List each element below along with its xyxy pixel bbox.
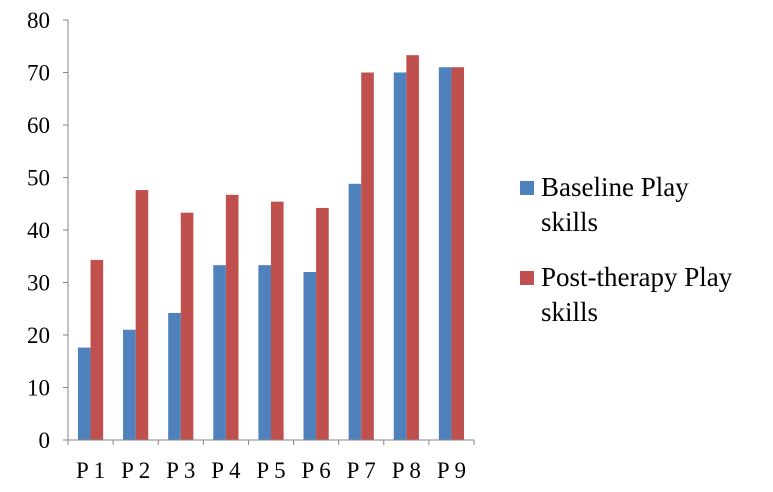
bar-post-therapy-p1 [90,259,104,440]
x-tick-label: P 5 [256,458,285,483]
bar-baseline-p1 [77,347,91,440]
bar-post-therapy-p8 [406,55,419,441]
legend-swatch-post-therapy [520,271,534,285]
bar-post-therapy-p4 [225,194,239,440]
x-tick-label: P 1 [76,458,105,483]
bar-post-therapy-p6 [316,207,329,440]
y-tick-label: 50 [27,166,50,191]
legend-label-post-therapy: Post-therapy Play skills [541,262,733,327]
bar-baseline-p5 [258,265,271,440]
legend-label-baseline: Baseline Play skills [541,172,689,237]
bar-post-therapy-p5 [271,201,284,440]
bar-post-therapy-p7 [361,72,374,440]
bar-post-therapy-p2 [135,190,149,440]
legend-swatch-baseline [520,181,534,195]
y-tick-label: 20 [27,323,50,348]
x-tick-label: P 2 [121,458,150,483]
bar-baseline-p8 [393,72,407,440]
legend: Baseline Play skills Post-therapy Play skil… [520,172,733,327]
x-tick-label: P 4 [211,458,241,483]
bar-baseline-p6 [303,272,317,440]
y-tick-label: 30 [27,271,50,296]
x-tick-label: P 6 [302,458,331,483]
x-tick-label: P 3 [166,458,195,483]
bar-baseline-p9 [438,67,452,440]
x-tick-label: P 8 [392,458,421,483]
bar-baseline-p4 [213,265,226,440]
bar-baseline-p2 [123,329,136,440]
y-tick-label: 10 [27,376,50,401]
legend-label-line: skills [541,297,598,327]
axes [67,20,475,445]
bar-baseline-p7 [348,183,362,441]
y-tick-label: 70 [27,61,50,86]
y-tick-label: 40 [27,218,50,243]
x-tick-label: P 7 [347,458,376,483]
bar-post-therapy-p3 [180,212,194,440]
legend-label-line: Baseline Play [541,172,689,202]
y-tick-label: 60 [27,113,50,138]
y-tick-label: 0 [39,428,51,453]
x-tick-label: P 9 [437,458,466,483]
y-axis-ticks: 0 10 20 30 40 50 60 70 80 [27,8,68,453]
legend-label-line: skills [541,207,598,237]
y-tick-label: 80 [27,8,50,33]
bar-post-therapy-p9 [451,67,465,440]
x-axis-ticks: P 1 P 2 P 3 P 4 P 5 P 6 P 7 P 8 P 9 [76,458,466,483]
bars [77,55,465,441]
legend-label-line: Post-therapy Play [541,262,733,292]
bar-baseline-p3 [168,312,181,440]
